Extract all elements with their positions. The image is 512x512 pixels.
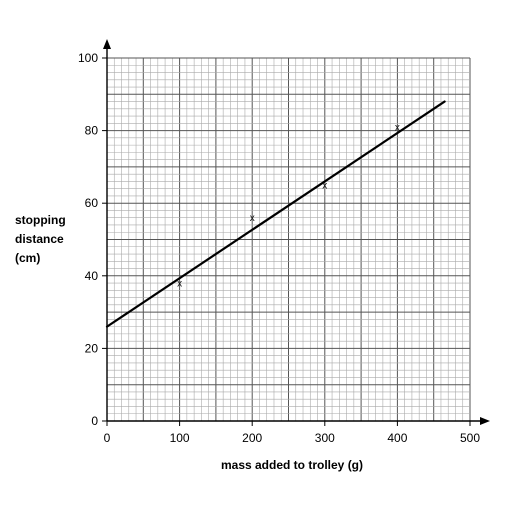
x-tick-label: 400 bbox=[387, 431, 407, 445]
best-fit-line-group bbox=[105, 100, 446, 328]
y-tick-label: 100 bbox=[78, 51, 98, 65]
axes bbox=[103, 39, 490, 425]
x-tick-label: 500 bbox=[460, 431, 480, 445]
y-axis-label-line-3: (cm) bbox=[15, 251, 40, 265]
y-tick-label: 80 bbox=[85, 124, 99, 138]
x-tick-label: 200 bbox=[242, 431, 262, 445]
data-point: x bbox=[322, 181, 327, 192]
data-points: x x x x bbox=[177, 122, 400, 289]
y-tick-label: 0 bbox=[91, 414, 98, 428]
tick-labels: 0 100 200 300 400 500 0 20 40 60 80 100 bbox=[78, 51, 480, 445]
x-axis-label: mass added to trolley (g) bbox=[221, 458, 363, 472]
x-tick-label: 100 bbox=[170, 431, 190, 445]
data-point: x bbox=[395, 122, 400, 133]
y-axis-label-line-2: distance bbox=[15, 232, 64, 246]
data-point: x bbox=[177, 279, 182, 290]
x-tick-label: 300 bbox=[315, 431, 335, 445]
y-tick-label: 60 bbox=[85, 196, 99, 210]
y-tick-label: 20 bbox=[85, 341, 99, 355]
axis-titles: mass added to trolley (g) stopping dista… bbox=[15, 213, 363, 472]
y-tick-label: 40 bbox=[85, 269, 99, 283]
x-tick-label: 0 bbox=[104, 431, 111, 445]
y-axis-label-line-1: stopping bbox=[15, 213, 66, 227]
x-axis-arrow bbox=[480, 417, 490, 425]
y-axis-arrow bbox=[103, 39, 111, 49]
grid bbox=[106, 57, 471, 422]
best-fit-line bbox=[105, 100, 446, 328]
data-point: x bbox=[250, 213, 255, 224]
